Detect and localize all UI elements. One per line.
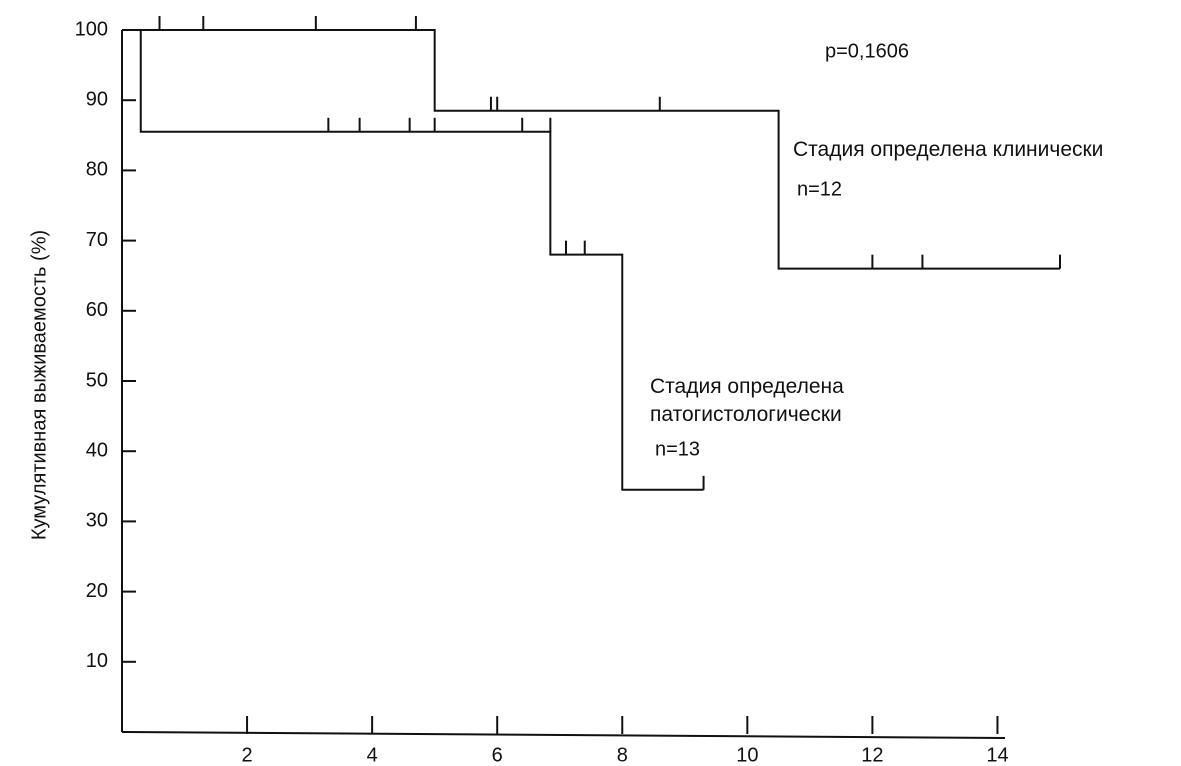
y-tick-label: 60 bbox=[86, 299, 108, 321]
x-tick-label: 6 bbox=[492, 744, 503, 766]
n-label: n=12 bbox=[797, 178, 842, 200]
n-label: n=13 bbox=[655, 438, 700, 460]
survival-curve bbox=[122, 29, 1060, 270]
y-tick-label: 50 bbox=[86, 369, 108, 391]
p-value: p=0,1606 bbox=[825, 40, 909, 62]
y-tick-label: 40 bbox=[86, 439, 108, 461]
x-tick-label: 4 bbox=[367, 744, 378, 766]
y-tick-label: 30 bbox=[86, 510, 108, 532]
y-tick-label: 70 bbox=[86, 229, 108, 251]
y-tick-label: 20 bbox=[86, 580, 108, 602]
x-tick-label: 14 bbox=[986, 744, 1008, 766]
x-tick-label: 8 bbox=[617, 744, 628, 766]
x-axis bbox=[121, 731, 1006, 739]
y-axis-label: Кумулятивная выживаемость (%) bbox=[28, 230, 50, 540]
y-tick-label: 90 bbox=[86, 88, 108, 110]
series-label: Стадия определена клинически bbox=[793, 138, 1104, 161]
y-tick-label: 10 bbox=[86, 650, 108, 672]
x-tick-label: 12 bbox=[861, 744, 883, 766]
x-tick-label: 2 bbox=[242, 744, 253, 766]
x-tick-label: 10 bbox=[736, 744, 758, 766]
y-tick-label: 80 bbox=[86, 159, 108, 181]
survival-curve bbox=[122, 29, 704, 491]
y-tick-label: 100 bbox=[75, 18, 108, 40]
series-label: Стадия определена патогистологически bbox=[650, 375, 844, 426]
